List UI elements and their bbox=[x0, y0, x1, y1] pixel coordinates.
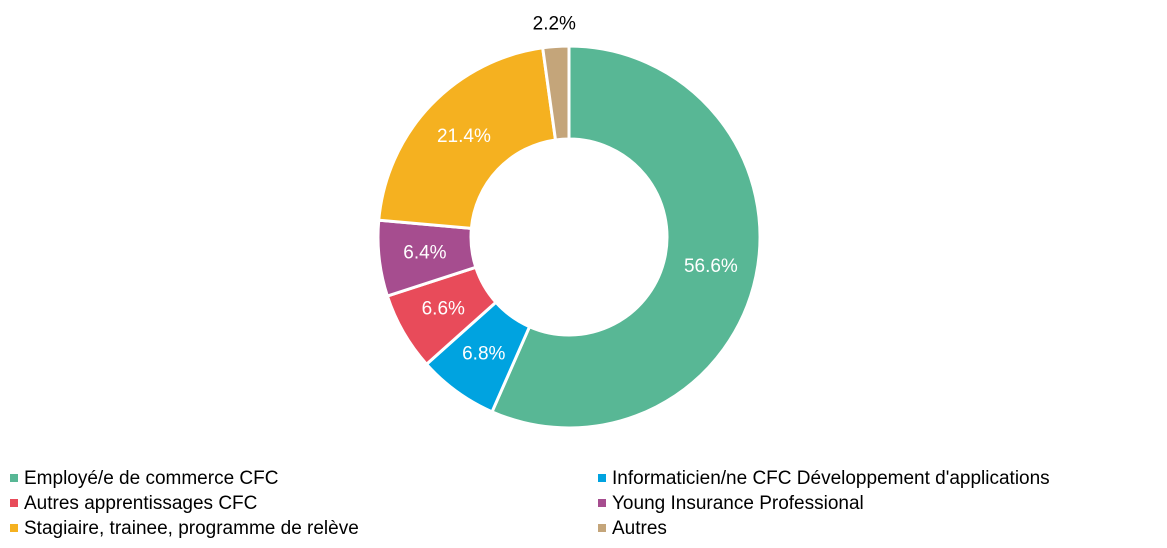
data-label: 6.8% bbox=[462, 343, 505, 364]
data-label: 2.2% bbox=[533, 14, 576, 35]
donut-slice bbox=[540, 44, 571, 142]
legend-swatch bbox=[10, 524, 18, 532]
data-label: 56.6% bbox=[684, 256, 738, 277]
data-label: 21.4% bbox=[437, 126, 491, 147]
legend-swatch bbox=[598, 474, 606, 482]
legend-label: Young Insurance Professional bbox=[612, 493, 864, 514]
legend-label: Autres apprentissages CFC bbox=[24, 493, 257, 514]
legend-label: Informaticien/ne CFC Développement d'app… bbox=[612, 468, 1050, 489]
legend-swatch bbox=[598, 499, 606, 507]
donut-slice bbox=[377, 46, 558, 231]
legend-swatch bbox=[10, 474, 18, 482]
legend-label: Stagiaire, trainee, programme de relève bbox=[24, 518, 359, 539]
data-label: 6.6% bbox=[422, 298, 465, 319]
legend-label: Employé/e de commerce CFC bbox=[24, 468, 278, 489]
legend-swatch bbox=[598, 524, 606, 532]
donut-slice bbox=[490, 44, 762, 430]
legend-label: Autres bbox=[612, 518, 667, 539]
data-label: 6.4% bbox=[403, 242, 446, 263]
legend-swatch bbox=[10, 499, 18, 507]
